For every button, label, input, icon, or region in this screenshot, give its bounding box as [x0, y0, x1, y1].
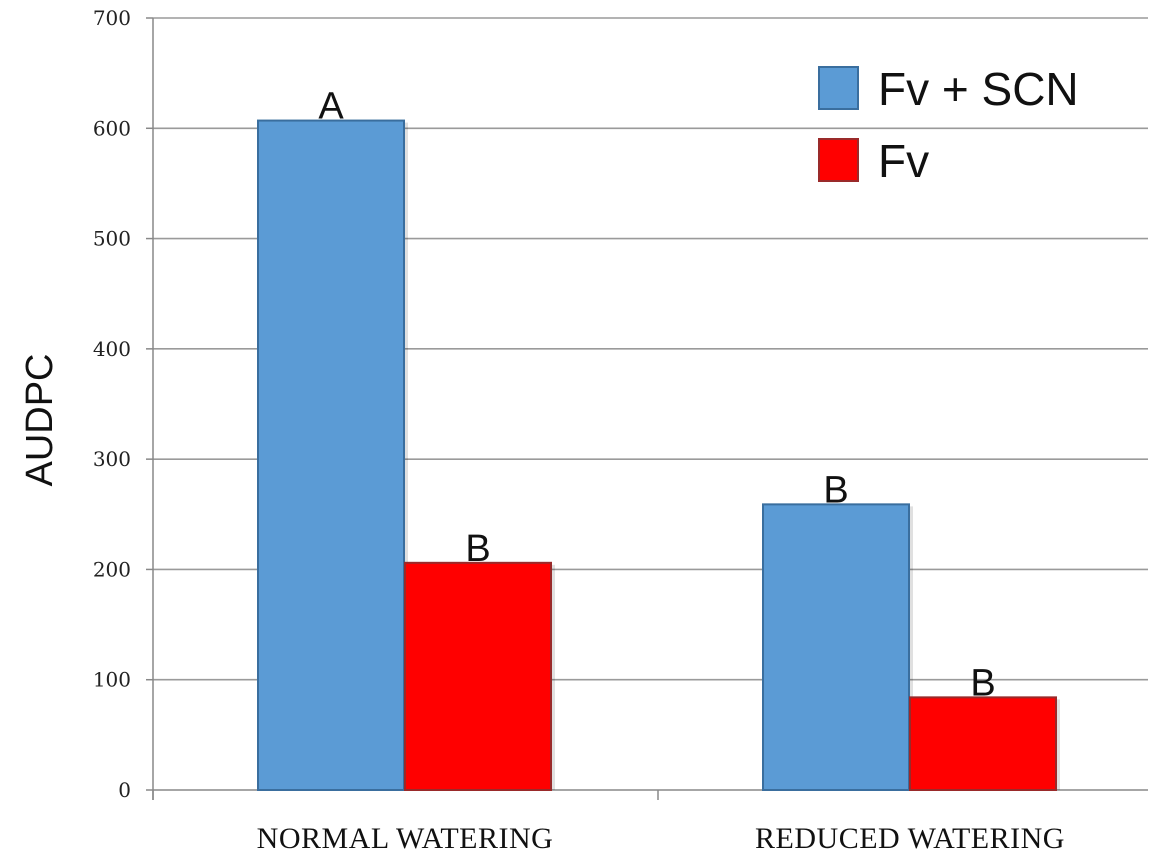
- legend-label: Fv: [878, 135, 929, 187]
- significance-label: B: [465, 528, 490, 570]
- legend-swatch: [818, 66, 859, 110]
- significance-label: B: [823, 469, 848, 511]
- legend-swatch: [818, 138, 859, 182]
- y-axis-label: AUDPC: [19, 353, 61, 486]
- y-tick-label: 400: [93, 337, 131, 361]
- significance-label: B: [970, 662, 995, 704]
- y-tick-label: 100: [93, 668, 131, 692]
- bar-fv-normal: [404, 561, 552, 791]
- x-category-label: NORMAL WATERING: [257, 822, 554, 854]
- legend: Fv + SCN Fv: [818, 63, 1079, 187]
- y-tick-label: 500: [93, 227, 131, 251]
- category-labels: NORMAL WATERING REDUCED WATERING: [257, 822, 1065, 854]
- y-tick-label: 300: [93, 447, 131, 471]
- y-tick-labels: 0 100 200 300 400 500 600 700: [93, 6, 131, 802]
- bar-fv-scn-reduced: [762, 503, 910, 791]
- y-tick-label: 200: [93, 557, 131, 581]
- bar-fv-reduced: [909, 696, 1057, 791]
- significance-label: A: [318, 86, 344, 128]
- y-tick-label: 700: [93, 6, 131, 30]
- y-tick-label: 0: [118, 778, 131, 802]
- legend-label: Fv + SCN: [878, 63, 1079, 115]
- bar-fv-scn-normal: [257, 119, 405, 791]
- y-tick-label: 600: [93, 116, 131, 140]
- x-category-label: REDUCED WATERING: [755, 822, 1065, 854]
- bars: A B B B: [257, 86, 1060, 791]
